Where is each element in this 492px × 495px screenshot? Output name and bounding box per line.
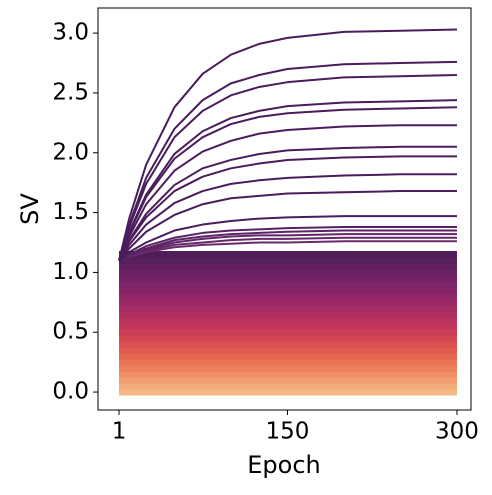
y-tick-label: 1.5	[52, 199, 89, 225]
series-line	[118, 74, 458, 261]
y-tick-label: 0.0	[52, 379, 89, 405]
x-tick-label: 150	[265, 419, 309, 445]
series-line	[118, 124, 457, 261]
series-line	[118, 28, 458, 261]
series-line	[118, 155, 457, 261]
plot-frame	[97, 7, 472, 411]
series-line	[118, 173, 457, 261]
series-line	[118, 99, 458, 261]
series-line	[118, 190, 457, 262]
series-line	[118, 60, 458, 261]
x-axis-label: Epoch	[247, 451, 321, 479]
y-tick-label: 1.0	[52, 259, 89, 285]
x-tick-label: 300	[435, 419, 479, 445]
y-tick-label: 2.0	[52, 139, 89, 165]
y-axis-label: SV	[16, 193, 44, 225]
x-tick-label: 1	[112, 419, 127, 445]
series-line	[118, 215, 457, 262]
series-line	[118, 233, 457, 262]
series-line	[118, 145, 457, 261]
series-line	[118, 236, 457, 262]
series-line	[118, 225, 457, 262]
y-tick-label: 3.0	[52, 20, 89, 46]
y-tick-label: 0.5	[52, 319, 89, 345]
y-tick-label: 2.5	[52, 79, 89, 105]
series-line	[118, 229, 457, 262]
